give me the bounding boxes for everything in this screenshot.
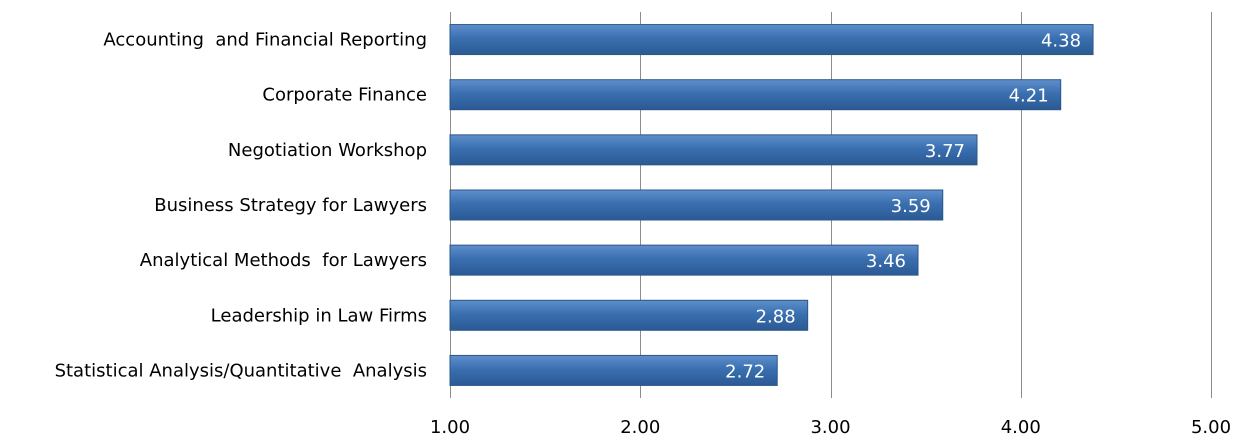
category-labels: Accounting and Financial Reporting Corpor… (55, 30, 427, 382)
data-label: 2.72 (725, 361, 765, 382)
x-tick-label: 5.00 (1191, 417, 1231, 438)
data-label: 3.77 (925, 141, 965, 162)
bar (449, 354, 778, 386)
data-labels: 4.38 4.21 3.77 3.59 3.46 2.88 2.72 (725, 31, 1081, 383)
x-tick-label: 2.00 (620, 417, 660, 438)
data-label: 2.88 (756, 306, 796, 327)
bar (449, 134, 978, 166)
bar (449, 299, 809, 331)
category-label: Negotiation Workshop (228, 140, 427, 161)
data-label: 3.59 (891, 196, 931, 217)
bar (449, 24, 1094, 56)
bar (449, 189, 944, 221)
category-label: Accounting and Financial Reporting (103, 30, 427, 51)
bar (449, 244, 919, 276)
x-tick-label: 1.00 (430, 417, 470, 438)
data-label: 4.38 (1041, 31, 1081, 52)
bars (449, 24, 1094, 386)
x-tick-label: 3.00 (810, 417, 850, 438)
data-label: 3.46 (866, 251, 906, 272)
x-axis-tick-labels: 1.00 2.00 3.00 4.00 5.00 (430, 417, 1231, 438)
x-tick-label: 4.00 (1001, 417, 1041, 438)
category-label: Statistical Analysis/Quantitative Analys… (55, 360, 427, 381)
data-label: 4.21 (1009, 86, 1049, 107)
category-label: Leadership in Law Firms (211, 305, 427, 326)
bar (449, 79, 1062, 111)
category-label: Corporate Finance (262, 85, 427, 106)
category-label: Business Strategy for Lawyers (154, 195, 427, 216)
category-label: Analytical Methods for Lawyers (140, 250, 427, 271)
